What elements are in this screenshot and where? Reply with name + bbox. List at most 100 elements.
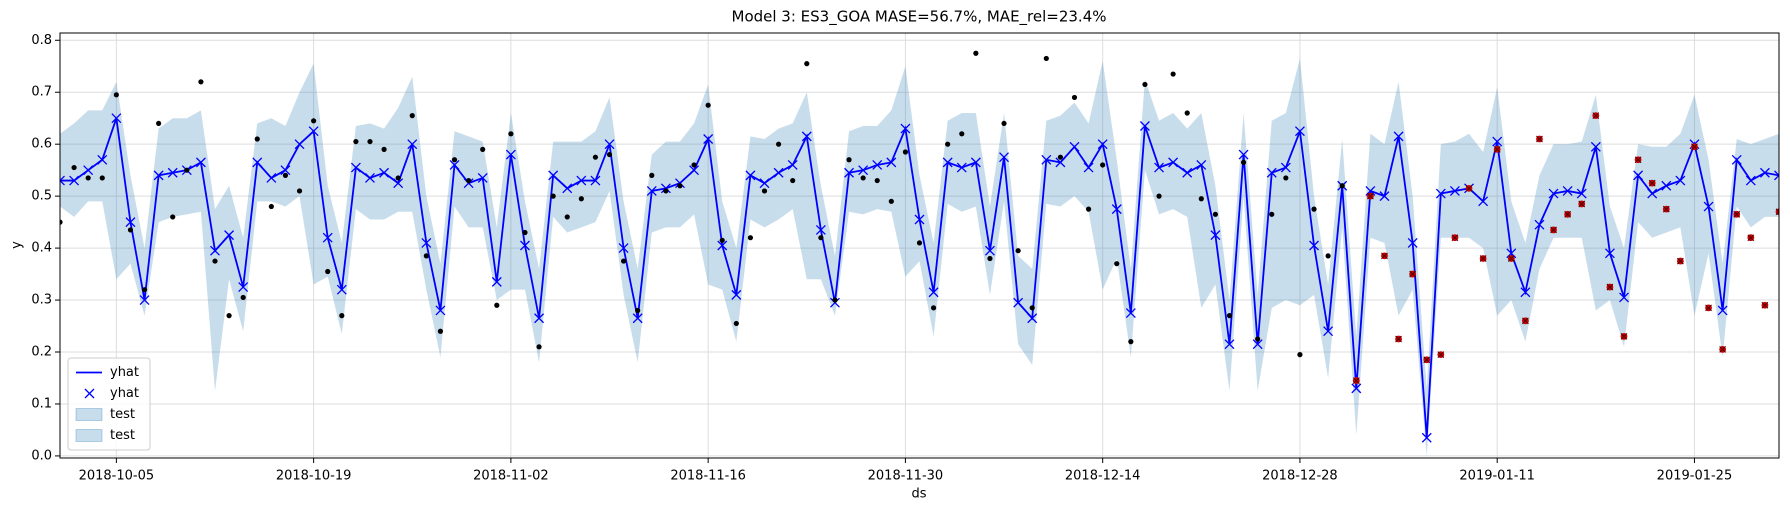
actual-point [1325,253,1331,259]
actual-point [466,177,472,184]
actual-point [99,175,105,181]
actual-point [494,302,500,308]
actual-point [451,157,458,163]
test-cross [1465,184,1473,192]
actual-point [141,287,148,293]
test-point [1606,283,1614,291]
forecast-marker [1449,185,1460,196]
actual-point [296,188,303,194]
actual-point [1085,206,1092,212]
actual-point [733,320,739,327]
forecast-marker [928,287,939,298]
forecast-marker [238,282,249,293]
test-cross [1733,210,1741,218]
forecast-marker [604,139,615,150]
actual-point [860,175,866,181]
actual-point [1043,55,1049,62]
forecast-marker [942,157,953,168]
test-cross [1648,179,1656,187]
forecast-marker [562,183,573,194]
actual-point [423,253,429,259]
forecast-marker [534,313,545,324]
forecast-marker [646,185,657,196]
legend-swatch [75,429,103,442]
forecast-marker [1055,157,1066,168]
legend-box [67,357,151,451]
test-cross [1606,283,1614,291]
forecast-marker [815,224,826,235]
y-tick-label: 0.4 [31,241,52,256]
actual-point [550,193,556,199]
forecast-marker [1534,219,1545,230]
forecast-marker [1266,167,1277,178]
forecast-marker [1238,149,1249,160]
forecast-marker [731,289,742,300]
test-cross [1479,255,1487,262]
forecast-marker [1576,188,1587,199]
actual-point [719,237,725,243]
forecast-marker [97,154,108,165]
forecast-marker [1590,141,1601,152]
test-cross [1536,135,1543,143]
x-tick-label: 2018-12-14 [1065,469,1141,484]
forecast-marker [1774,170,1779,181]
actual-point [592,154,599,160]
test-point [1479,255,1487,262]
forecast-marker [1745,175,1756,186]
actual-point [874,177,880,184]
test-point [1465,184,1473,192]
interval-band [60,58,1779,456]
test-point [1451,234,1459,242]
forecast-marker [1562,185,1573,196]
x-tick-label: 2018-10-19 [276,469,352,484]
actual-point [916,240,923,246]
test-cross [1550,226,1557,234]
actual-point [761,188,768,194]
actual-point [71,164,77,171]
test-point [1733,210,1741,218]
actual-point [1240,159,1247,165]
forecast-marker [576,175,587,186]
forecast-marker [1125,308,1136,319]
forecast-marker [1604,248,1615,259]
forecast-marker [1759,167,1770,178]
actual-point [268,203,274,210]
actual-point [127,227,134,233]
forecast-marker [520,240,530,251]
test-point [1691,143,1698,151]
test-point [1775,208,1779,216]
test-cross [1747,234,1755,242]
forecast-marker [548,170,559,181]
actual-point [1015,248,1021,254]
actual-point [536,344,542,350]
forecast-marker [1182,167,1193,178]
test-cross [1521,317,1529,325]
forecast-marker [477,172,488,183]
forecast-marker [773,167,784,178]
legend-swatch [84,388,95,399]
actual-point [691,162,697,168]
forecast-marker [1703,201,1714,212]
test-cross [1409,270,1417,278]
forecast-marker [1083,162,1094,173]
test-cross [1592,112,1600,119]
forecast-marker [505,149,516,160]
forecast-marker [167,167,178,178]
forecast-marker [111,113,122,124]
actual-point [480,146,486,152]
actual-point [395,175,401,181]
actual-point [846,157,852,163]
forecast-marker [210,245,220,256]
actual-point [1100,162,1106,168]
forecast-marker [1393,131,1404,142]
plot-area [60,50,1779,456]
actual-point [508,131,514,137]
y-axis-label: y [10,241,25,249]
forecast-marker [745,170,756,181]
test-point [1507,255,1515,262]
forecast-marker [449,160,460,170]
actual-point [902,149,909,155]
forecast-marker [153,170,164,181]
test-point [1648,179,1656,187]
actual-point [775,141,782,147]
